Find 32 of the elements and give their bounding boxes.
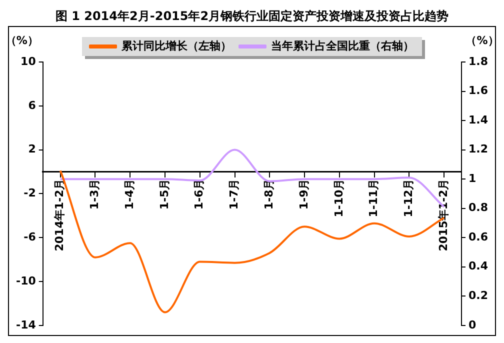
x-tick-label: 1-10月 xyxy=(332,178,346,218)
y2-tick-label: 0.8 xyxy=(468,201,488,214)
legend-label: 累计同比增长（左轴） xyxy=(120,39,232,52)
x-tick-label: 1-12月 xyxy=(402,178,416,218)
x-tick-label: 1-11月 xyxy=(367,178,380,218)
y-axis-title: （%） xyxy=(5,34,38,47)
y2-tick-label: 0.4 xyxy=(468,260,488,273)
chart-title: 图 1 2014年2月-2015年2月钢铁行业固定资产投资增速及投资占比趋势 xyxy=(54,8,450,25)
x-tick-label: 1-6月 xyxy=(192,178,206,210)
x-tick-label: 1-5月 xyxy=(158,178,171,210)
y2-axis-title: （%） xyxy=(466,34,499,47)
y-tick-label: 2 xyxy=(28,142,36,156)
y-tick-label: -14 xyxy=(16,318,36,332)
y2-tick-label: 1.6 xyxy=(468,84,488,98)
y2-tick-label: 1.2 xyxy=(468,142,488,156)
y2-tick-label: 0 xyxy=(468,318,477,332)
y-tick-label: 6 xyxy=(28,98,36,112)
y2-tick-label: 1 xyxy=(468,172,476,185)
y-tick-label: -10 xyxy=(16,274,36,288)
y2-tick-label: 0.6 xyxy=(468,230,488,244)
y2-tick-label: 1.4 xyxy=(468,113,488,126)
x-tick-label: 2014年1-2月 xyxy=(53,178,66,252)
y-tick-label: 10 xyxy=(20,54,36,68)
x-tick-label: 1-4月 xyxy=(122,178,136,210)
y2-tick-label: 0.2 xyxy=(468,288,488,302)
x-tick-label: 1-3月 xyxy=(88,178,102,210)
x-tick-label: 1-9月 xyxy=(297,178,310,210)
x-tick-label: 1-7月 xyxy=(228,178,241,210)
y-tick-label: -6 xyxy=(24,230,36,244)
y-tick-label: -2 xyxy=(24,186,36,200)
legend-label: 当年累计占全国比重（右轴） xyxy=(271,39,414,52)
y2-tick-label: 1.8 xyxy=(468,54,488,68)
